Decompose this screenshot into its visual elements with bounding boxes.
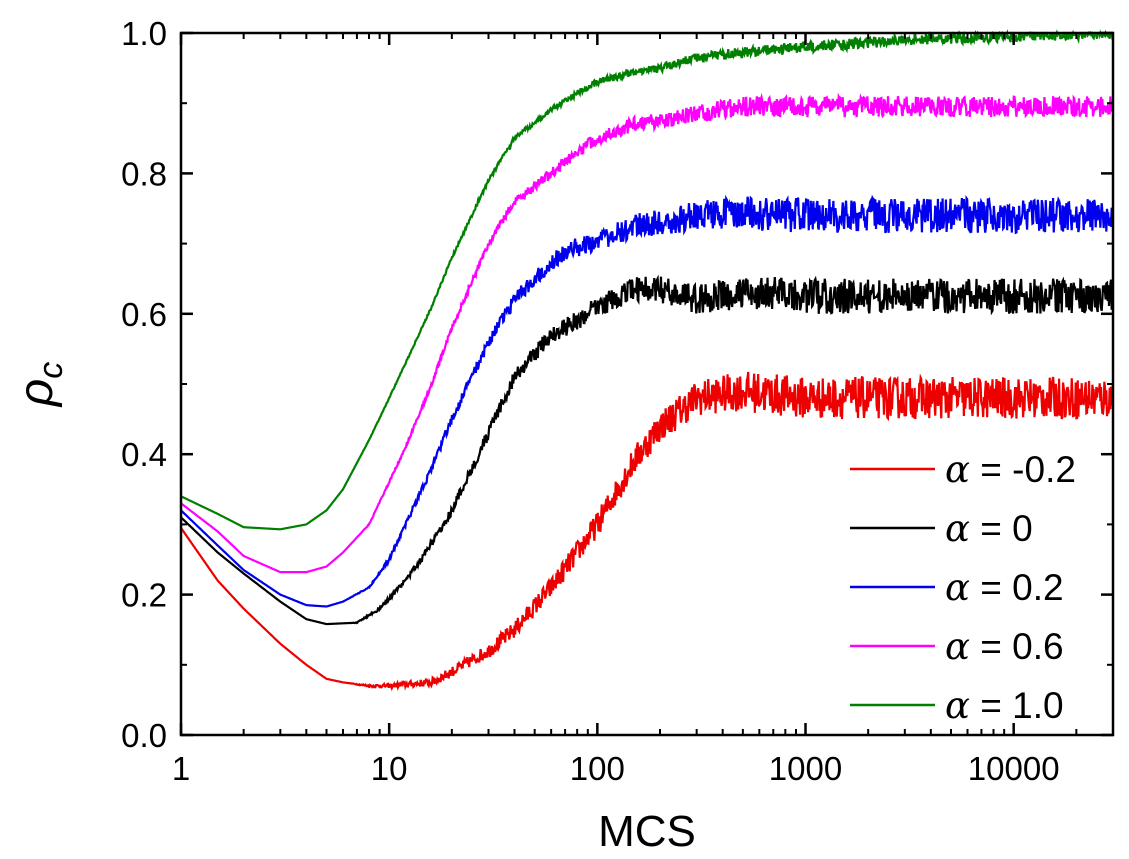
series-line	[180, 92, 1115, 574]
ticks-layer: 0.0 0.2 0.4 0.6 0.8 1.0 1 10 100 1000 10000	[121, 15, 1114, 787]
series-line	[180, 194, 1115, 608]
y-tick-label: 0.4	[121, 436, 167, 473]
y-tick-label: 0.8	[121, 155, 167, 192]
x-tick-label: 10	[371, 750, 408, 787]
legend: α = -0.2 α = 0 α = 0.2 α = 0.6 α = 1.0	[850, 448, 1076, 727]
legend-label: α = 0.6	[945, 625, 1064, 668]
x-tick-label: 100	[570, 750, 625, 787]
x-axis-title: MCS	[598, 807, 696, 854]
legend-label: α = -0.2	[945, 448, 1076, 491]
y-tick-label: 1.0	[121, 15, 167, 52]
y-axis-title: ρc	[10, 362, 70, 409]
series-layer	[180, 29, 1115, 692]
legend-label: α = 0.2	[945, 566, 1064, 609]
legend-label: α = 0	[945, 507, 1033, 550]
series-line	[180, 371, 1115, 692]
x-tick-label: 10000	[968, 750, 1060, 787]
series-line	[180, 274, 1115, 626]
y-tick-label: 0.0	[121, 717, 167, 754]
series-line	[180, 29, 1114, 531]
y-tick-label: 0.2	[121, 577, 167, 614]
legend-label: α = 1.0	[945, 684, 1064, 727]
y-tick-label: 0.6	[121, 296, 167, 333]
x-tick-label: 1	[172, 750, 190, 787]
x-tick-label: 1000	[769, 750, 842, 787]
